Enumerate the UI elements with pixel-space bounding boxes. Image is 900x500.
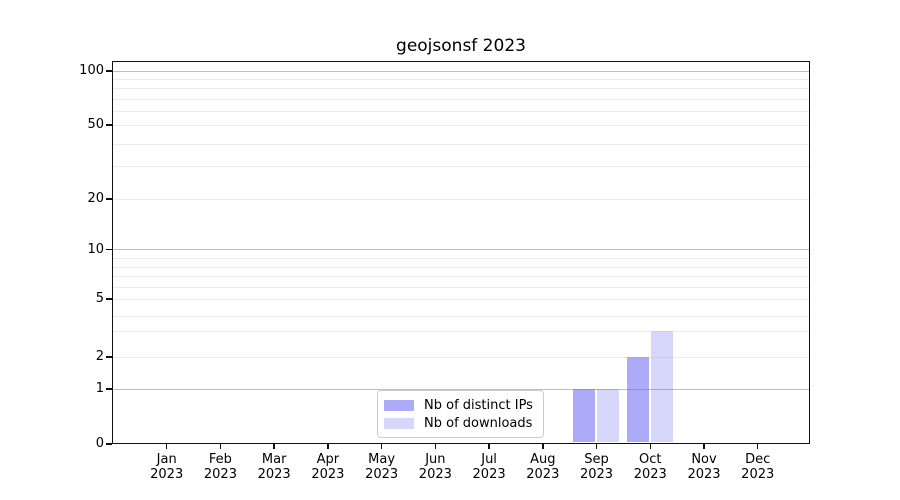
bar-distinct-ips bbox=[626, 356, 649, 442]
legend: Nb of distinct IPs Nb of downloads bbox=[377, 390, 544, 438]
x-tick-label-month: Sep bbox=[584, 452, 609, 467]
x-tick-label-month: Jun bbox=[425, 452, 446, 467]
x-tick-label-month: Nov bbox=[691, 452, 717, 467]
minor-gridline bbox=[113, 298, 809, 300]
y-tick-label: 0 bbox=[95, 436, 104, 451]
minor-gridline bbox=[113, 110, 809, 112]
x-tick-label: Nov 2023 bbox=[672, 452, 736, 482]
x-tick-label: Jan 2023 bbox=[135, 452, 199, 482]
x-tick-label-month: Apr bbox=[316, 452, 340, 467]
x-axis-tick bbox=[595, 444, 598, 449]
legend-entry-distinct-ips: Nb of distinct IPs bbox=[384, 397, 535, 413]
x-tick-label-month: Dec bbox=[745, 452, 771, 467]
x-axis-tick bbox=[380, 444, 383, 449]
x-tick-label: Aug 2023 bbox=[511, 452, 575, 482]
y-axis-tick bbox=[106, 248, 112, 251]
x-axis-tick bbox=[219, 444, 222, 449]
x-axis-tick bbox=[434, 444, 437, 449]
minor-gridline bbox=[113, 78, 809, 80]
x-tick-label-year: 2023 bbox=[741, 467, 775, 482]
minor-gridline bbox=[113, 356, 809, 358]
major-gridline bbox=[113, 70, 809, 72]
x-tick-label-year: 2023 bbox=[150, 467, 184, 482]
x-axis-tick bbox=[327, 444, 329, 449]
y-tick-label: 5 bbox=[95, 291, 104, 306]
x-axis-tick bbox=[488, 444, 490, 449]
major-gridline bbox=[113, 388, 809, 390]
y-axis-tick bbox=[106, 443, 112, 445]
x-tick-label: Sep 2023 bbox=[565, 452, 629, 482]
y-tick-label: 50 bbox=[87, 117, 104, 132]
x-tick-label-month: Jul bbox=[481, 452, 497, 467]
x-tick-label-year: 2023 bbox=[365, 467, 399, 482]
y-tick-label: 10 bbox=[87, 241, 104, 257]
x-tick-label-month: Aug bbox=[530, 452, 556, 467]
x-tick-label: Feb 2023 bbox=[188, 452, 252, 482]
minor-gridline bbox=[113, 198, 809, 200]
legend-swatch-distinct-ips-icon bbox=[384, 399, 414, 411]
minor-gridline bbox=[113, 315, 809, 317]
y-tick-label: 2 bbox=[95, 349, 104, 364]
minor-gridline bbox=[113, 286, 809, 288]
x-tick-label-month: Oct bbox=[639, 452, 662, 467]
x-axis-tick bbox=[756, 444, 759, 449]
x-tick-label-year: 2023 bbox=[257, 467, 291, 482]
minor-gridline bbox=[113, 275, 809, 277]
x-tick-label-month: Jan bbox=[156, 452, 177, 467]
plot-area bbox=[112, 61, 810, 444]
x-tick-label-year: 2023 bbox=[687, 467, 721, 482]
x-axis-tick bbox=[649, 444, 652, 449]
y-axis-tick bbox=[106, 70, 112, 72]
x-tick-label: Jul 2023 bbox=[457, 452, 521, 482]
x-tick-label-year: 2023 bbox=[526, 467, 560, 482]
x-tick-label-year: 2023 bbox=[203, 467, 237, 482]
y-tick-label: 100 bbox=[79, 63, 104, 78]
minor-gridline bbox=[113, 98, 809, 100]
legend-entry-downloads: Nb of downloads bbox=[384, 415, 535, 431]
y-axis-tick bbox=[106, 124, 112, 126]
x-tick-label-year: 2023 bbox=[311, 467, 345, 482]
y-axis-tick bbox=[106, 388, 112, 390]
x-tick-label-year: 2023 bbox=[418, 467, 452, 482]
x-tick-label-year: 2023 bbox=[472, 467, 506, 482]
minor-gridline bbox=[113, 124, 809, 126]
legend-label-distinct-ips: Nb of distinct IPs bbox=[424, 397, 533, 413]
legend-swatch-downloads-icon bbox=[384, 417, 414, 429]
minor-gridline bbox=[113, 165, 809, 167]
bar-downloads bbox=[597, 388, 620, 442]
x-tick-label: Apr 2023 bbox=[296, 452, 360, 482]
x-tick-label: Mar 2023 bbox=[242, 452, 306, 482]
minor-gridline bbox=[113, 257, 809, 259]
x-tick-label-year: 2023 bbox=[579, 467, 614, 482]
x-tick-label-month: Mar bbox=[261, 452, 287, 467]
x-tick-label: May 2023 bbox=[350, 452, 414, 482]
x-axis-tick bbox=[165, 444, 168, 449]
x-tick-label: Jun 2023 bbox=[403, 452, 467, 482]
x-tick-label-month: May bbox=[368, 452, 396, 467]
minor-gridline bbox=[113, 266, 809, 268]
x-tick-label-year: 2023 bbox=[633, 467, 667, 482]
minor-gridline bbox=[113, 330, 809, 332]
y-axis-tick bbox=[106, 198, 112, 200]
minor-gridline bbox=[113, 143, 809, 145]
legend-label-downloads: Nb of downloads bbox=[424, 415, 533, 431]
y-axis-tick bbox=[106, 298, 112, 300]
x-axis-tick bbox=[542, 444, 544, 449]
y-axis-tick bbox=[106, 356, 112, 358]
x-axis-tick bbox=[703, 444, 705, 449]
y-tick-label: 1 bbox=[95, 381, 104, 396]
x-tick-label: Dec 2023 bbox=[726, 452, 790, 482]
bar-downloads bbox=[650, 330, 673, 442]
x-axis-tick bbox=[273, 444, 275, 449]
bar-distinct-ips bbox=[573, 388, 596, 442]
y-tick-label: 20 bbox=[87, 191, 104, 206]
x-tick-label-month: Feb bbox=[208, 452, 232, 467]
x-tick-label: Oct 2023 bbox=[618, 452, 682, 482]
minor-gridline bbox=[113, 87, 809, 89]
major-gridline bbox=[113, 249, 809, 250]
chart-title: geojsonsf 2023 bbox=[396, 36, 526, 56]
